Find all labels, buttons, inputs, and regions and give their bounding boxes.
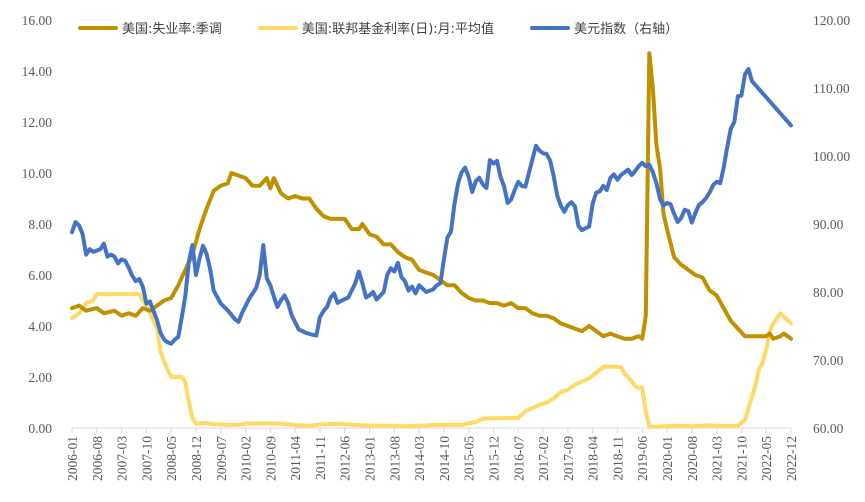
x-tick-label: 2020-01: [660, 436, 675, 481]
x-tick-label: 2017-09: [561, 436, 576, 481]
x-tick-label: 2014-03: [412, 436, 427, 481]
x-tick-label: 2015-12: [486, 436, 501, 481]
y-left-tick-label: 2.00: [28, 370, 52, 385]
y-right-tick-label: 110.00: [813, 81, 850, 96]
x-tick-label: 2006-01: [65, 436, 80, 481]
legend: 美国:失业率:季调 美国:联邦基金利率(日):月:平均值 美元指数（右轴）: [78, 18, 714, 37]
y-right-tick-label: 120.00: [813, 13, 850, 28]
x-tick-label: 2013-01: [363, 436, 378, 481]
legend-item-unemployment: 美国:失业率:季调: [78, 18, 222, 37]
x-tick-label: 2010-09: [263, 436, 278, 481]
x-tick-label: 2019-06: [635, 436, 650, 481]
x-tick-label: 2007-10: [139, 436, 154, 481]
y-left-tick-label: 10.00: [22, 166, 53, 181]
x-tick-label: 2010-02: [239, 436, 254, 481]
x-tick-label: 2014-10: [437, 436, 452, 481]
y-left-tick-label: 4.00: [28, 319, 52, 334]
x-tick-label: 2021-03: [710, 436, 725, 481]
y-left-tick-label: 14.00: [22, 64, 53, 79]
legend-item-fed-funds-rate: 美国:联邦基金利率(日):月:平均值: [257, 18, 495, 37]
y-left-tick-label: 6.00: [28, 268, 52, 283]
x-tick-label: 2018-11: [610, 436, 625, 481]
y-right-tick-label: 100.00: [813, 149, 850, 164]
x-tick-label: 2021-10: [734, 436, 749, 481]
x-tick-label: 2007-03: [115, 436, 130, 481]
y-left-tick-label: 16.00: [22, 13, 53, 28]
y-axis-left: 0.00 2.00 4.00 6.00 8.00 10.00 12.00 14.00 16.00: [22, 13, 53, 436]
legend-swatch-fed-funds-rate: [257, 25, 298, 30]
y-axis-right: 60.00 70.00 80.00 90.00 100.00 110.00 120.00: [813, 13, 850, 436]
x-tick-label: 2006-08: [90, 436, 105, 481]
legend-label-fed-funds-rate: 美国:联邦基金利率(日):月:平均值: [301, 22, 495, 37]
y-left-tick-label: 12.00: [22, 115, 53, 130]
x-tick-label: 2008-05: [164, 436, 179, 481]
y-left-tick-label: 8.00: [28, 217, 52, 232]
x-tick-label: 2011-04: [288, 436, 303, 481]
y-right-tick-label: 80.00: [813, 285, 844, 300]
x-tick-label: 2008-12: [189, 436, 204, 481]
fed-funds-rate-line: [70, 291, 793, 429]
legend-swatch-dollar-index: [530, 25, 571, 30]
legend-label-unemployment: 美国:失业率:季调: [122, 22, 222, 37]
x-tick-label: 2009-07: [214, 436, 229, 481]
legend-label-dollar-index: 美元指数（右轴）: [574, 22, 679, 37]
series-layer: [70, 51, 793, 429]
x-tick-label: 2018-04: [586, 436, 601, 481]
x-tick-label: 2013-08: [387, 436, 402, 481]
dollar-index-line: [70, 67, 793, 346]
y-right-tick-label: 90.00: [813, 217, 844, 232]
legend-item-dollar-index: 美元指数（右轴）: [530, 18, 678, 37]
x-tick-label: 2016-07: [511, 436, 526, 481]
x-tick-label: 2022-12: [784, 436, 799, 481]
x-tick-label: 2017-02: [536, 436, 551, 481]
x-axis: 2006-01 2006-08 2007-03 2007-10 2008-05 2008-…: [65, 427, 799, 481]
y-right-tick-label: 60.00: [813, 421, 844, 436]
x-tick-label: 2020-08: [685, 436, 700, 481]
x-tick-label: 2015-05: [462, 436, 477, 481]
legend-swatch-unemployment: [78, 25, 118, 30]
x-tick-label: 2011-11: [313, 436, 328, 480]
x-tick-label: 2022-05: [759, 436, 774, 481]
y-right-tick-label: 70.00: [813, 353, 844, 368]
x-tick-label: 2012-06: [338, 436, 353, 481]
unemployment-rate-line: [70, 51, 793, 341]
y-left-tick-label: 0.00: [28, 421, 52, 436]
